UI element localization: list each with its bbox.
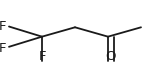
Text: O: O — [106, 50, 116, 63]
Text: F: F — [0, 42, 6, 55]
Text: F: F — [38, 50, 46, 63]
Text: F: F — [0, 20, 6, 33]
